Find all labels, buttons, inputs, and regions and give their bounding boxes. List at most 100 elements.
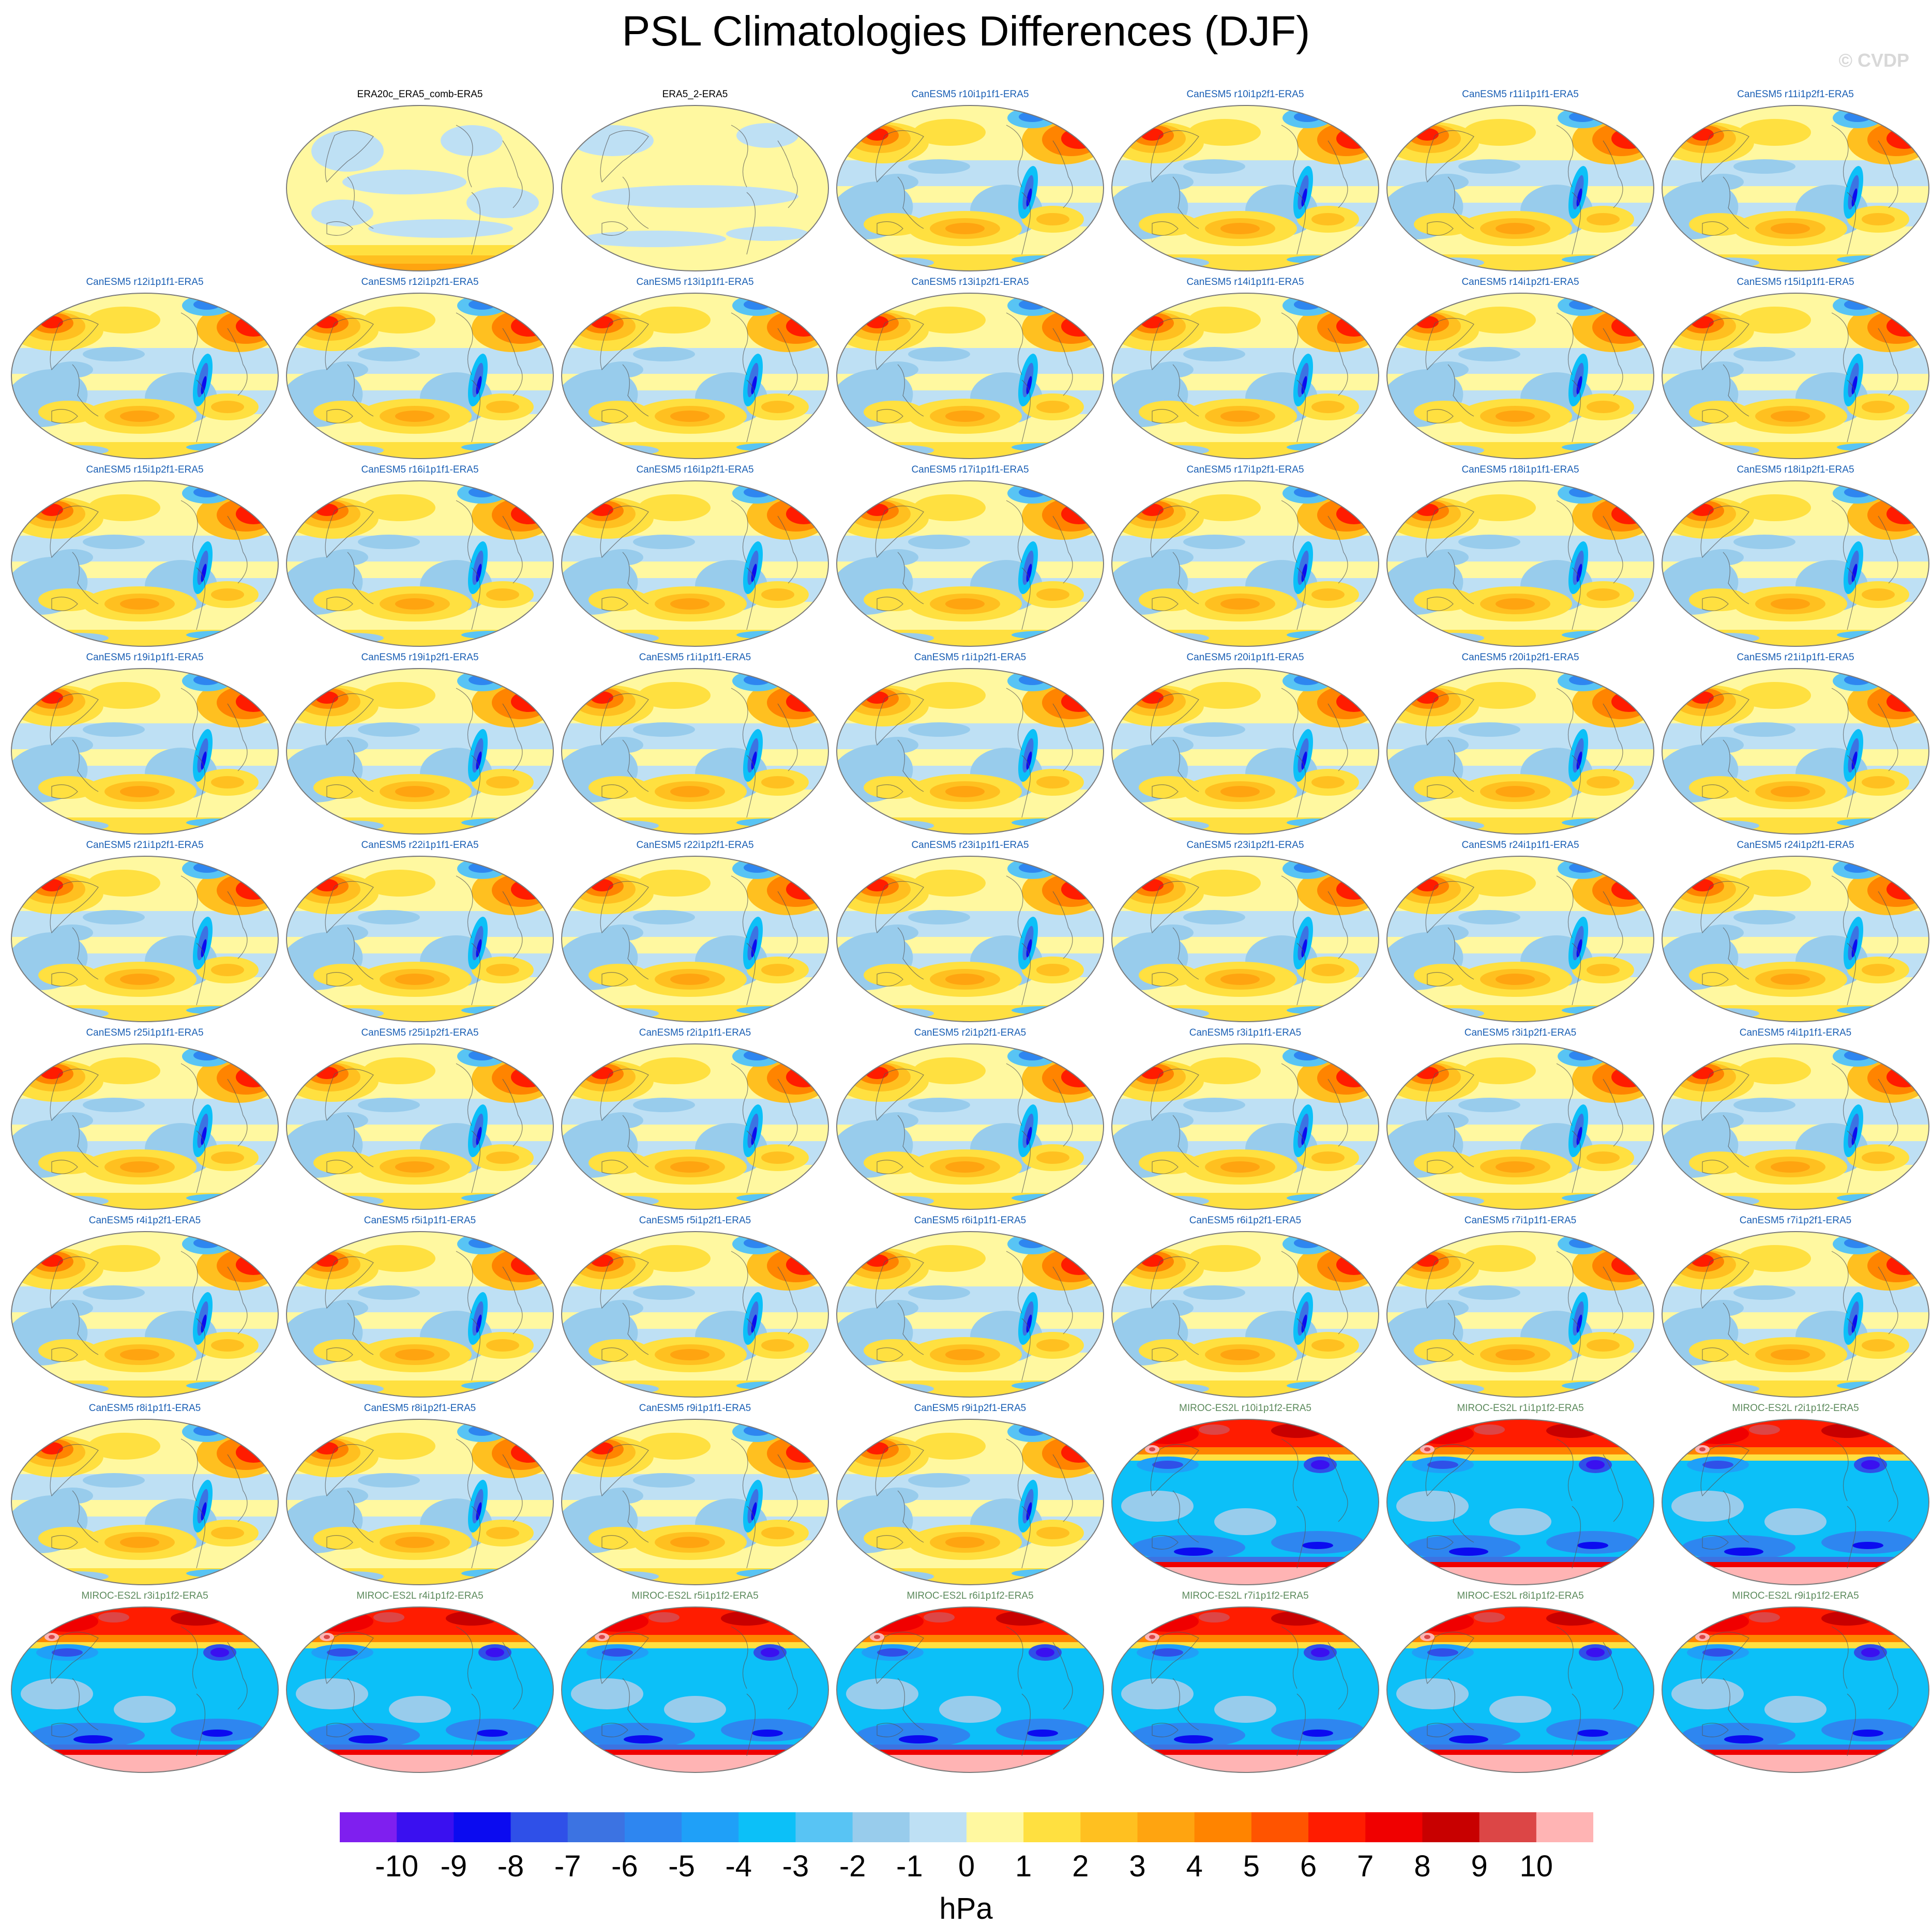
colorbar-swatch (682, 1812, 739, 1842)
panel-title: CanESM5 r15i1p2f1-ERA5 (86, 464, 204, 475)
map-panel: CanESM5 r25i1p1f1-ERA5 (7, 1027, 282, 1216)
psl-difference-map (1111, 1419, 1379, 1585)
cvdp-credit: © CVDP (1838, 50, 1909, 71)
psl-difference-map (1386, 668, 1654, 835)
map-panel: CanESM5 r23i1p1f1-ERA5 (833, 840, 1108, 1028)
psl-difference-map (1662, 105, 1929, 271)
panel-title: CanESM5 r17i1p1f1-ERA5 (911, 464, 1029, 475)
psl-difference-map (286, 1231, 554, 1398)
panel-title: CanESM5 r17i1p2f1-ERA5 (1186, 464, 1304, 475)
panel-title: MIROC-ES2L r10i1p1f2-ERA5 (1179, 1403, 1311, 1414)
panel-title: CanESM5 r2i1p2f1-ERA5 (914, 1027, 1027, 1038)
colorbar-tick-label: 1 (1015, 1849, 1032, 1883)
psl-difference-map (286, 668, 554, 835)
figure-title: PSL Climatologies Differences (DJF) (622, 8, 1310, 55)
panel-title: MIROC-ES2L r5i1p1f2-ERA5 (631, 1590, 759, 1601)
panel-title: MIROC-ES2L r4i1p1f2-ERA5 (356, 1590, 484, 1601)
map-panel: CanESM5 r12i1p1f1-ERA5 (7, 277, 282, 465)
panel-title: CanESM5 r7i1p2f1-ERA5 (1739, 1215, 1852, 1226)
colorbar-tick-label: 0 (958, 1849, 975, 1883)
map-panel: CanESM5 r25i1p2f1-ERA5 (282, 1027, 557, 1216)
psl-difference-map (1386, 480, 1654, 647)
psl-difference-map (561, 1606, 829, 1773)
map-panel: CanESM5 r17i1p2f1-ERA5 (1108, 464, 1383, 653)
map-panel: CanESM5 r1i1p2f1-ERA5 (833, 652, 1108, 840)
colorbar-tick-label: -5 (668, 1849, 695, 1883)
panel-title: CanESM5 r1i1p2f1-ERA5 (914, 652, 1027, 663)
colorbar-tick-label: -9 (440, 1849, 467, 1883)
map-panel: CanESM5 r18i1p2f1-ERA5 (1658, 464, 1932, 653)
psl-difference-map (561, 480, 829, 647)
map-panel: CanESM5 r18i1p1f1-ERA5 (1383, 464, 1658, 653)
psl-difference-map (1662, 668, 1929, 835)
map-panel: CanESM5 r2i1p1f1-ERA5 (557, 1027, 833, 1216)
psl-difference-map (1111, 480, 1379, 647)
colorbar-swatch (909, 1812, 967, 1842)
colorbar-tick-label: -8 (497, 1849, 524, 1883)
psl-difference-map (1386, 1606, 1654, 1773)
psl-difference-map (836, 293, 1104, 459)
colorbar-tick-label: 3 (1129, 1849, 1146, 1883)
psl-difference-map (561, 668, 829, 835)
psl-difference-map (561, 1419, 829, 1585)
map-panel: CanESM5 r24i1p1f1-ERA5 (1383, 840, 1658, 1028)
psl-difference-map (1662, 1231, 1929, 1398)
panel-title: CanESM5 r22i1p1f1-ERA5 (361, 840, 479, 851)
colorbar-swatch (1251, 1812, 1309, 1842)
psl-difference-map (836, 1231, 1104, 1398)
colorbar-swatch (967, 1812, 1024, 1842)
panel-title: CanESM5 r14i1p1f1-ERA5 (1186, 277, 1304, 287)
panel-title: CanESM5 r21i1p1f1-ERA5 (1737, 652, 1854, 663)
panel-title: CanESM5 r10i1p1f1-ERA5 (911, 89, 1029, 100)
panel-title: CanESM5 r5i1p1f1-ERA5 (364, 1215, 476, 1226)
map-panel: CanESM5 r17i1p1f1-ERA5 (833, 464, 1108, 653)
colorbar-tick-label: -6 (611, 1849, 638, 1883)
psl-difference-map (286, 105, 554, 271)
panel-title: CanESM5 r6i1p2f1-ERA5 (1189, 1215, 1302, 1226)
map-panel: CanESM5 r16i1p2f1-ERA5 (557, 464, 833, 653)
psl-difference-map (1662, 1419, 1929, 1585)
map-panel: CanESM5 r21i1p2f1-ERA5 (7, 840, 282, 1028)
panel-title: CanESM5 r13i1p1f1-ERA5 (636, 277, 754, 287)
map-panel: CanESM5 r9i1p2f1-ERA5 (833, 1403, 1108, 1591)
panel-title: MIROC-ES2L r3i1p1f2-ERA5 (81, 1590, 208, 1601)
map-panel: CanESM5 r21i1p1f1-ERA5 (1658, 652, 1932, 840)
psl-difference-map (561, 1231, 829, 1398)
map-panel: CanESM5 r20i1p1f1-ERA5 (1108, 652, 1383, 840)
panel-title: CanESM5 r24i1p1f1-ERA5 (1461, 840, 1579, 851)
map-panel: CanESM5 r24i1p2f1-ERA5 (1658, 840, 1932, 1028)
psl-difference-map (11, 856, 279, 1022)
psl-difference-map (286, 1606, 554, 1773)
colorbar (340, 1812, 1593, 1842)
map-panel: CanESM5 r15i1p2f1-ERA5 (7, 464, 282, 653)
panel-title: MIROC-ES2L r7i1p1f2-ERA5 (1182, 1590, 1309, 1601)
map-panel: CanESM5 r19i1p1f1-ERA5 (7, 652, 282, 840)
map-panel: CanESM5 r11i1p2f1-ERA5 (1658, 89, 1932, 277)
colorbar-swatch (510, 1812, 568, 1842)
panel-title: MIROC-ES2L r2i1p1f2-ERA5 (1732, 1403, 1859, 1414)
psl-difference-map (561, 1043, 829, 1210)
panel-title: CanESM5 r1i1p1f1-ERA5 (639, 652, 751, 663)
map-panel: MIROC-ES2L r1i1p1f2-ERA5 (1383, 1403, 1658, 1591)
colorbar-units: hPa (939, 1892, 993, 1925)
map-panel: CanESM5 r10i1p1f1-ERA5 (833, 89, 1108, 277)
panel-title: CanESM5 r25i1p2f1-ERA5 (361, 1027, 479, 1038)
map-panel: CanESM5 r20i1p2f1-ERA5 (1383, 652, 1658, 840)
panel-title: CanESM5 r6i1p1f1-ERA5 (914, 1215, 1027, 1226)
map-panel: CanESM5 r14i1p1f1-ERA5 (1108, 277, 1383, 465)
panel-title: CanESM5 r12i1p1f1-ERA5 (86, 277, 204, 287)
map-panel: CanESM5 r5i1p1f1-ERA5 (282, 1215, 557, 1403)
colorbar-swatch (1479, 1812, 1537, 1842)
map-panel: CanESM5 r8i1p1f1-ERA5 (7, 1403, 282, 1591)
panel-title: MIROC-ES2L r6i1p1f2-ERA5 (907, 1590, 1034, 1601)
psl-difference-map (11, 1231, 279, 1398)
colorbar-swatch (1365, 1812, 1423, 1842)
map-panel: CanESM5 r6i1p2f1-ERA5 (1108, 1215, 1383, 1403)
colorbar-swatch (340, 1812, 397, 1842)
map-panel: MIROC-ES2L r8i1p1f2-ERA5 (1383, 1590, 1658, 1779)
psl-difference-map (1111, 668, 1379, 835)
colorbar-tick-label: -1 (896, 1849, 923, 1883)
psl-difference-map (1111, 1606, 1379, 1773)
panel-title: CanESM5 r14i1p2f1-ERA5 (1461, 277, 1579, 287)
